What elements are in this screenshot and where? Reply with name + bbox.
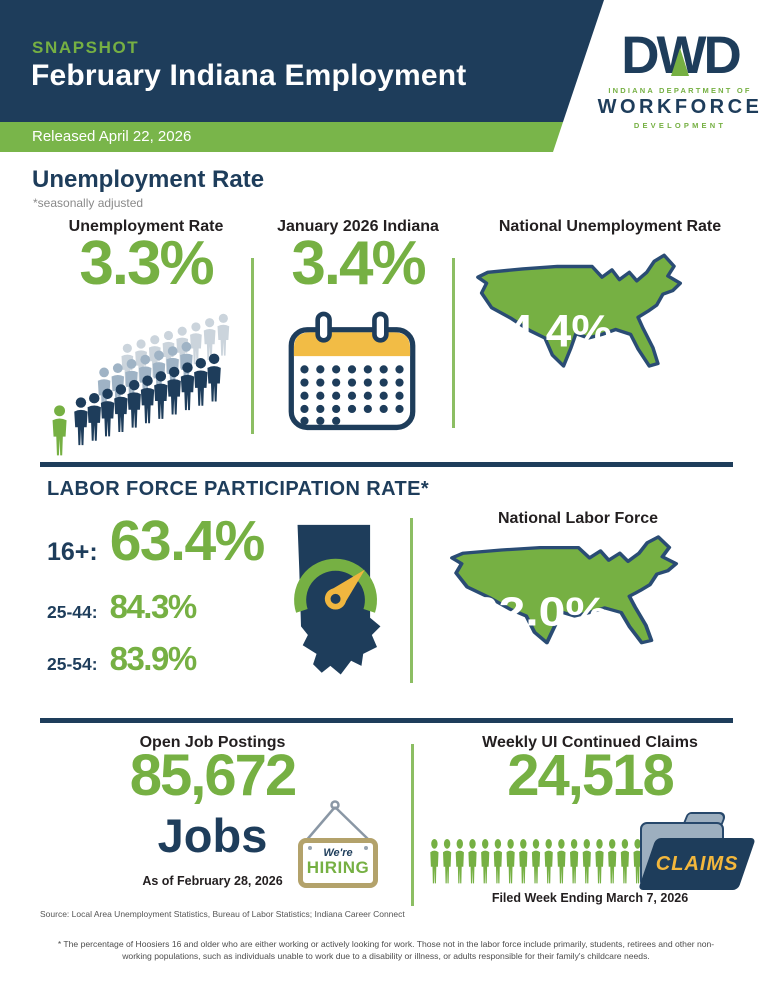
- state-rate-value: 3.3%: [79, 229, 214, 298]
- lfpr-25-44-label: 25-44:: [47, 602, 98, 622]
- column-divider: [251, 258, 254, 434]
- jobs-as-of-date: As of February 28, 2026: [142, 874, 283, 888]
- logo-workforce: WORKFORCE: [597, 96, 763, 118]
- claims-folder-label: CLAIMS: [655, 852, 739, 875]
- sign-line1: We're: [323, 847, 353, 859]
- gauge-icon: [294, 558, 377, 613]
- header-banner: SNAPSHOT February Indiana Employment: [0, 0, 604, 122]
- column-divider: [410, 518, 413, 683]
- folder-front: CLAIMS: [638, 838, 756, 890]
- source-note: Source: Local Area Unemployment Statisti…: [40, 909, 405, 919]
- jobs-word: Jobs: [157, 809, 268, 862]
- released-date: Released April 22, 2026: [32, 128, 192, 145]
- calendar-dots: [300, 365, 404, 425]
- lfpr-row-25-44: 25-44: 84.3%: [47, 588, 198, 626]
- lfpr-25-44-value: 84.3%: [109, 588, 198, 625]
- footnote: * The percentage of Hoosiers 16 and olde…: [57, 939, 715, 962]
- labor-force-section-title: LABOR FORCE PARTICIPATION RATE*: [47, 478, 430, 500]
- national-labor-force-label: National Labor Force: [497, 510, 659, 527]
- ui-claims-value: 24,518: [507, 743, 674, 808]
- snapshot-eyebrow: SNAPSHOT: [32, 38, 140, 57]
- released-bar: Released April 22, 2026: [0, 122, 563, 152]
- section-divider: [40, 718, 733, 723]
- national-rate-value: 4.4%: [507, 306, 612, 356]
- usa-map-unemployment: 4.4%: [476, 253, 682, 368]
- claims-as-of-date: Filed Week Ending March 7, 2026: [491, 891, 689, 905]
- sign-line2: HIRING: [306, 858, 370, 877]
- logo-development: DEVELOPMENT: [633, 121, 727, 130]
- dwd-logo: DWD INDIANA DEPARTMENT OF WORKFORCE DEVE…: [597, 26, 763, 130]
- column-divider: [452, 258, 455, 428]
- unemployment-section-title: Unemployment Rate: [32, 166, 265, 193]
- open-jobs-label: Open Job Postings: [139, 734, 286, 751]
- sign-board: We're HIRING: [298, 838, 378, 888]
- seasonally-adjusted-note: *seasonally adjusted: [33, 196, 144, 210]
- dwd-logo-icon: DWD: [621, 26, 743, 84]
- sign-strings-icon: [304, 800, 372, 843]
- logo-dept-line: INDIANA DEPARTMENT OF: [608, 86, 752, 95]
- were-hiring-sign: We're HIRING: [297, 798, 381, 892]
- open-jobs-value: 85,672: [129, 743, 297, 808]
- section-divider: [40, 462, 733, 467]
- lfpr-16plus-value: 63.4%: [109, 509, 266, 573]
- logo-triangle-icon: [671, 48, 689, 76]
- state-rate-label: Unemployment Rate: [68, 218, 224, 235]
- prior-month-label: January 2026 Indiana: [277, 218, 439, 235]
- workers-climb-icon: [52, 313, 230, 456]
- lfpr-16plus-label: 16+:: [47, 538, 98, 566]
- sign-grommet-icon: [364, 846, 368, 850]
- sign-grommet-icon: [308, 846, 312, 850]
- national-rate-label: National Unemployment Rate: [498, 218, 722, 235]
- lfpr-25-54-value: 83.9%: [109, 640, 198, 677]
- national-labor-force-value: 62.0%: [472, 590, 608, 635]
- lfpr-row-16plus: 16+: 63.4%: [47, 508, 266, 574]
- ui-claims-label: Weekly UI Continued Claims: [482, 734, 698, 751]
- column-divider: [411, 744, 414, 906]
- prior-month-value: 3.4%: [291, 229, 426, 298]
- indiana-gauge-icon: [294, 524, 381, 675]
- lfpr-25-54-label: 25-54:: [47, 654, 98, 674]
- lfpr-row-25-54: 25-54: 83.9%: [47, 640, 198, 678]
- usa-map-labor-force: 62.0%: [450, 535, 679, 645]
- calendar-icon: [288, 311, 416, 431]
- claims-folder-icon: CLAIMS: [634, 810, 764, 896]
- page-title: February Indiana Employment: [31, 59, 467, 92]
